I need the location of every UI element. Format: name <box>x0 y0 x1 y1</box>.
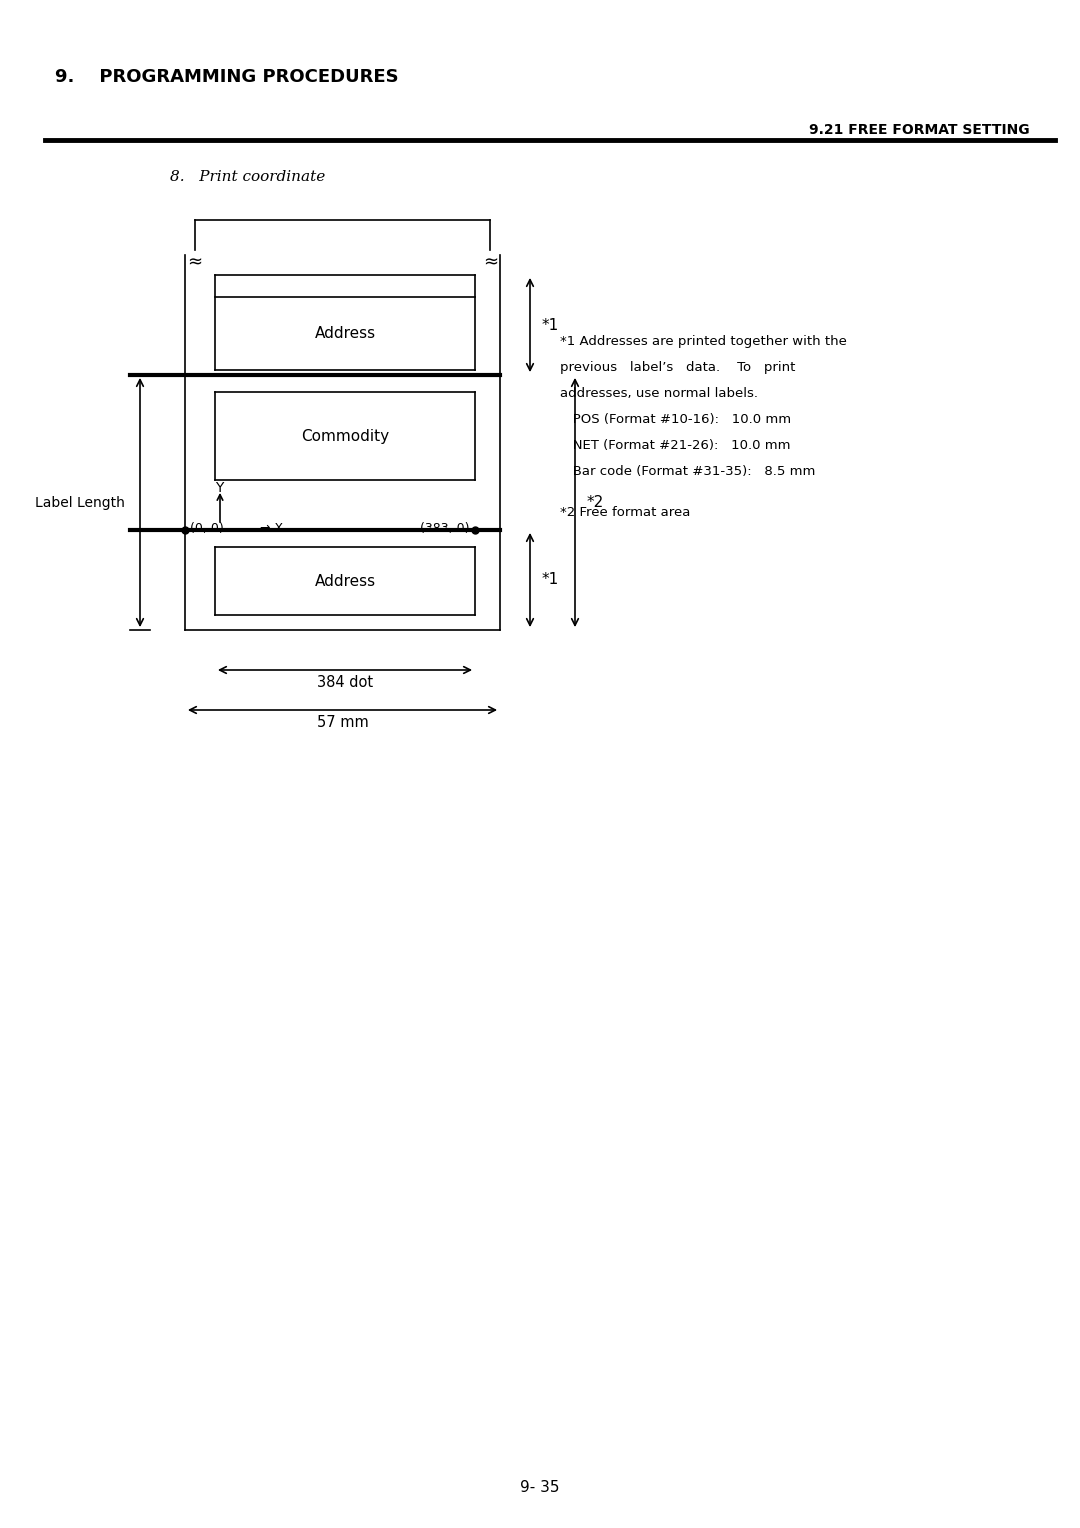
Text: 9.21 FREE FORMAT SETTING: 9.21 FREE FORMAT SETTING <box>809 122 1030 138</box>
Text: Address: Address <box>314 573 376 588</box>
Text: (383, 0): (383, 0) <box>420 523 470 535</box>
Text: *1 Addresses are printed together with the: *1 Addresses are printed together with t… <box>561 335 847 348</box>
Text: Bar code (Format #31-35):   8.5 mm: Bar code (Format #31-35): 8.5 mm <box>561 465 815 478</box>
Text: Commodity: Commodity <box>301 428 389 443</box>
Text: 8.   Print coordinate: 8. Print coordinate <box>170 170 325 183</box>
Text: ≈: ≈ <box>187 254 202 270</box>
Text: 384 dot: 384 dot <box>316 675 373 691</box>
Text: ≈: ≈ <box>483 254 498 270</box>
Text: *1: *1 <box>542 573 559 587</box>
Text: (0, 0): (0, 0) <box>190 523 224 535</box>
Text: → X: → X <box>260 523 283 535</box>
Text: *2: *2 <box>588 495 604 510</box>
Text: previous   label’s   data.    To   print: previous label’s data. To print <box>561 361 795 374</box>
Text: *1: *1 <box>542 318 559 333</box>
Text: 9.    PROGRAMMING PROCEDURES: 9. PROGRAMMING PROCEDURES <box>55 69 399 86</box>
Text: Address: Address <box>314 325 376 341</box>
Text: Y: Y <box>215 481 224 495</box>
Text: 57 mm: 57 mm <box>316 715 368 730</box>
Text: POS (Format #10-16):   10.0 mm: POS (Format #10-16): 10.0 mm <box>561 413 792 426</box>
Text: Label Length: Label Length <box>36 495 125 509</box>
Text: NET (Format #21-26):   10.0 mm: NET (Format #21-26): 10.0 mm <box>561 439 791 452</box>
Text: addresses, use normal labels.: addresses, use normal labels. <box>561 387 758 400</box>
Text: *2 Free format area: *2 Free format area <box>561 506 690 520</box>
Text: 9- 35: 9- 35 <box>521 1481 559 1494</box>
